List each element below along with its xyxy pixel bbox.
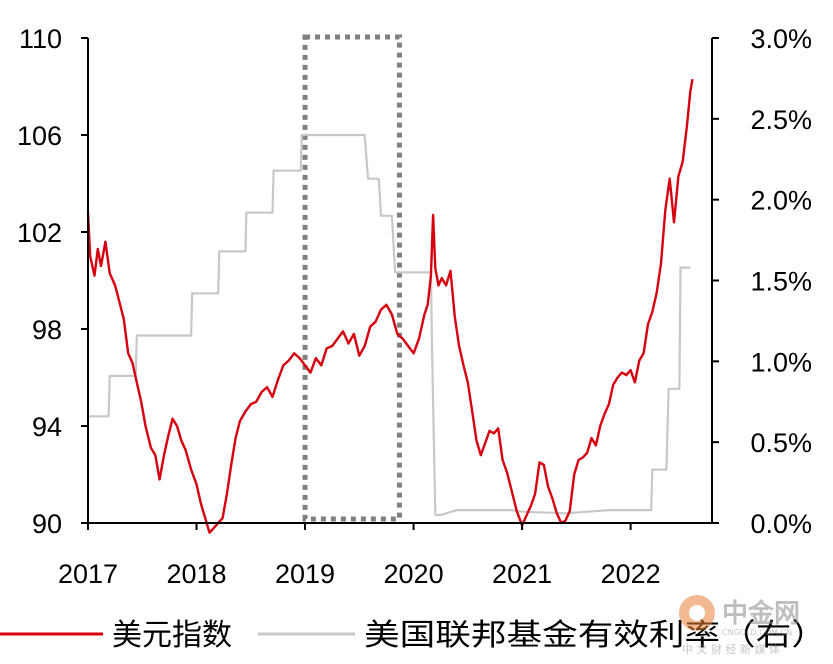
legend-label-fed-funds-rate: 美国联邦基金有效利率（右） [364, 618, 827, 653]
right-tick-label: 0.5% [750, 428, 812, 458]
right-tick-label: 1.0% [750, 347, 812, 377]
highlight-box-layer [302, 34, 402, 522]
left-tick-label: 102 [17, 218, 62, 248]
legend-label-dollar-index: 美元指数 [112, 618, 232, 653]
series-layer [86, 78, 694, 534]
watermark-url: CNGOLD.COM.CN [722, 628, 792, 637]
x-tick-label: 2021 [492, 559, 552, 589]
series-line-fed-funds-rate [88, 133, 691, 516]
left-tick-label: 98 [32, 315, 62, 345]
left-tick-label: 106 [17, 121, 62, 151]
right-tick-label: 2.5% [750, 105, 812, 135]
highlight-box [302, 34, 402, 522]
left-tick-label: 94 [32, 412, 62, 442]
x-tick-label: 2018 [166, 559, 226, 589]
x-tick-label: 2019 [275, 559, 335, 589]
right-tick-label: 3.0% [750, 24, 812, 54]
left-tick-label: 110 [19, 24, 62, 54]
x-tick-label: 2020 [384, 559, 444, 589]
x-tick-label: 2017 [58, 559, 118, 589]
legend: 美元指数 美国联邦基金有效利率（右） [0, 618, 827, 653]
watermark-tagline: 中 文 财 经 新 媒 体 [682, 642, 780, 656]
x-tick-label: 2022 [601, 559, 661, 589]
series-line-dollar-index [86, 78, 694, 534]
right-tick-label: 2.0% [750, 186, 812, 216]
axes-layer: 90 94 98 102 106 110 0.0% 0.5% 1.0% 1.5% 2.0% 2.5% 3… [17, 24, 812, 589]
watermark-logo-inner-icon [689, 605, 705, 621]
right-tick-label: 0.0% [750, 509, 812, 539]
right-tick-label: 1.5% [750, 267, 812, 297]
left-tick-label: 90 [32, 509, 62, 539]
watermark-brand: 中金网 [722, 598, 800, 629]
